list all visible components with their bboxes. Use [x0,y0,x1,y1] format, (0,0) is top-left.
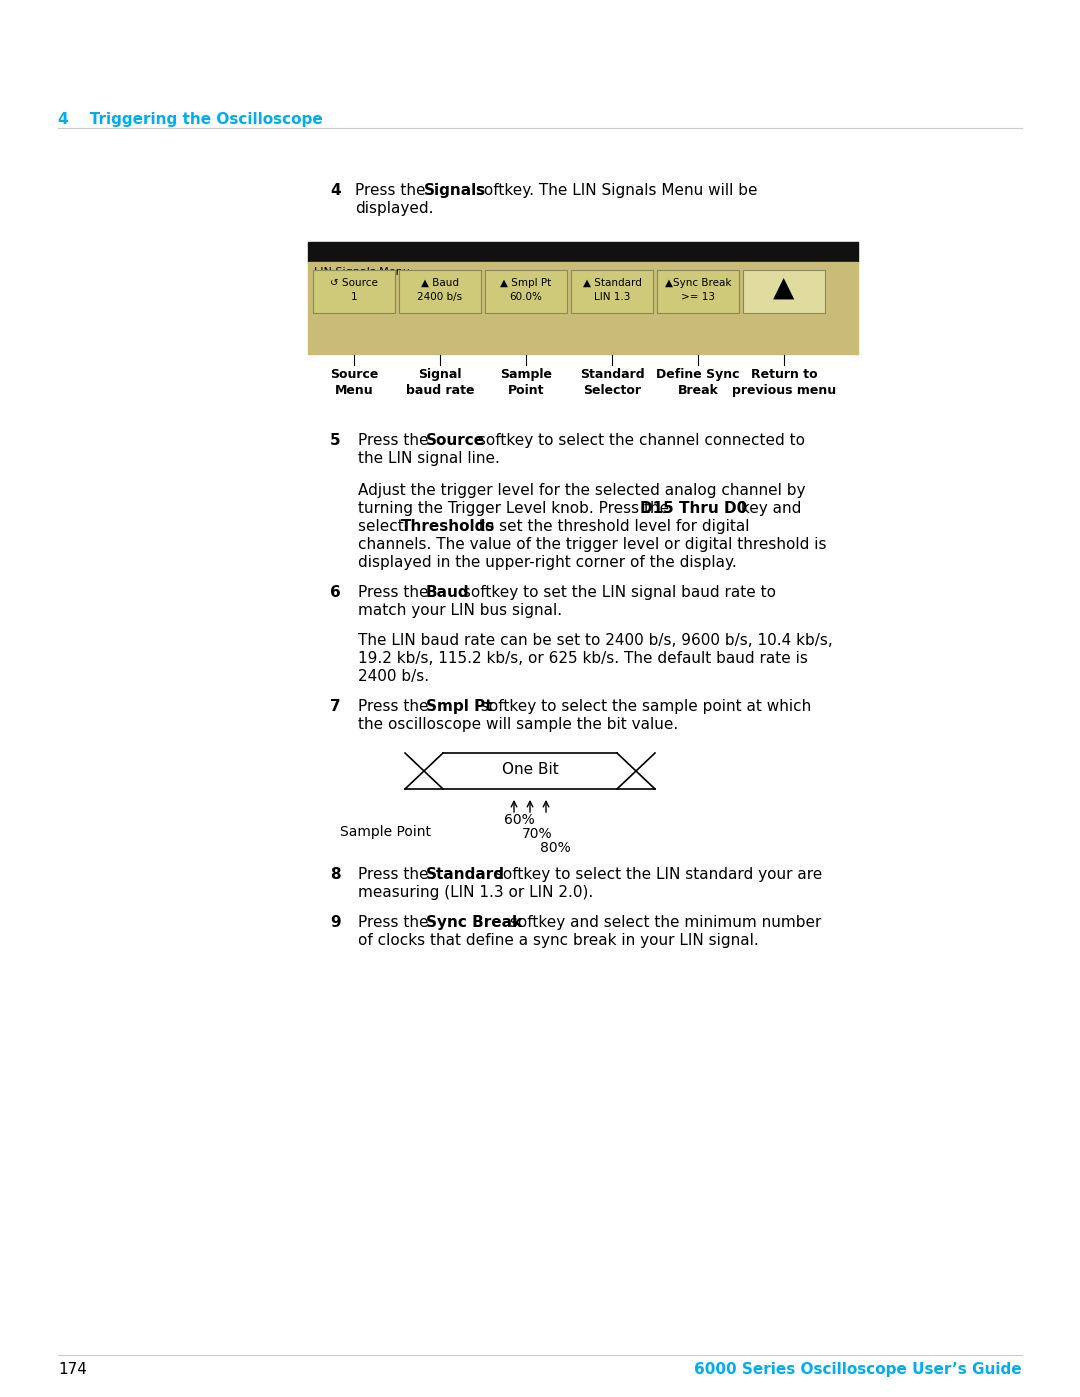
Text: 19.2 kb/s, 115.2 kb/s, or 625 kb/s. The default baud rate is: 19.2 kb/s, 115.2 kb/s, or 625 kb/s. The … [357,651,808,666]
Text: 5: 5 [330,433,340,448]
Text: 7: 7 [330,698,340,714]
Text: measuring (LIN 1.3 or LIN 2.0).: measuring (LIN 1.3 or LIN 2.0). [357,886,593,900]
Bar [657,270,739,313]
Text: >= 13: >= 13 [681,292,715,302]
Text: One Bit: One Bit [501,761,558,777]
Text: channels. The value of the trigger level or digital threshold is: channels. The value of the trigger level… [357,536,826,552]
Text: 9: 9 [330,915,340,930]
Text: to set the threshold level for digital: to set the threshold level for digital [474,520,750,534]
Text: ▲Sync Break: ▲Sync Break [665,278,731,288]
Bar [571,270,653,313]
Text: Press the: Press the [355,183,430,198]
Text: 4    Triggering the Oscilloscope: 4 Triggering the Oscilloscope [58,112,323,127]
Text: Press the: Press the [357,915,433,930]
Text: select: select [357,520,408,534]
Text: 80%: 80% [540,841,570,855]
Text: 8: 8 [330,868,340,882]
Text: LIN Signals Menu: LIN Signals Menu [314,267,410,277]
Text: 6: 6 [330,585,341,599]
Text: softkey. The LIN Signals Menu will be: softkey. The LIN Signals Menu will be [471,183,757,198]
Text: D15 Thru D0: D15 Thru D0 [640,502,747,515]
Text: Press the: Press the [357,585,433,599]
Text: 6000 Series Oscilloscope User’s Guide: 6000 Series Oscilloscope User’s Guide [694,1362,1022,1377]
Text: the oscilloscope will sample the bit value.: the oscilloscope will sample the bit val… [357,717,678,732]
Text: ▲ Smpl Pt: ▲ Smpl Pt [500,278,552,288]
Text: displayed.: displayed. [355,201,433,217]
Text: of clocks that define a sync break in your LIN signal.: of clocks that define a sync break in yo… [357,933,759,949]
Bar [399,270,481,313]
Text: Press the: Press the [357,433,433,448]
Text: Return to
previous menu: Return to previous menu [732,367,836,397]
Text: 174: 174 [58,1362,86,1377]
Text: Source
Menu: Source Menu [329,367,378,397]
Text: 2400 b/s: 2400 b/s [418,292,462,302]
Text: Signals: Signals [424,183,486,198]
Text: match your LIN bus signal.: match your LIN bus signal. [357,604,562,617]
Text: Sample Point: Sample Point [340,826,431,840]
Text: softkey and select the minimum number: softkey and select the minimum number [505,915,822,930]
Text: LIN 1.3: LIN 1.3 [594,292,631,302]
Text: ▲ Baud: ▲ Baud [421,278,459,288]
Text: Baud: Baud [426,585,470,599]
Text: Sample
Point: Sample Point [500,367,552,397]
Text: softkey to select the sample point at which: softkey to select the sample point at wh… [476,698,811,714]
Text: 60.0%: 60.0% [510,292,542,302]
Text: ▲: ▲ [773,274,795,302]
Bar [308,263,858,353]
Text: Sync Break: Sync Break [426,915,522,930]
Bar [308,242,858,263]
Text: Press the: Press the [357,698,433,714]
Text: displayed in the upper-right corner of the display.: displayed in the upper-right corner of t… [357,555,737,570]
Text: the LIN signal line.: the LIN signal line. [357,451,500,467]
Text: 70%: 70% [522,827,553,841]
Text: key and: key and [735,502,801,515]
Text: 60%: 60% [504,813,535,827]
Text: Standard: Standard [426,868,505,882]
Text: 1: 1 [351,292,357,302]
Text: softkey to select the LIN standard your are: softkey to select the LIN standard your … [490,868,822,882]
Text: turning the Trigger Level knob. Press the: turning the Trigger Level knob. Press th… [357,502,674,515]
Bar [743,270,825,313]
Text: softkey to set the LIN signal baud rate to: softkey to set the LIN signal baud rate … [458,585,777,599]
Bar [485,270,567,313]
Text: Press the: Press the [357,868,433,882]
Text: ▲ Standard: ▲ Standard [582,278,642,288]
Text: Source: Source [426,433,485,448]
Text: Smpl Pt: Smpl Pt [426,698,492,714]
Text: The LIN baud rate can be set to 2400 b/s, 9600 b/s, 10.4 kb/s,: The LIN baud rate can be set to 2400 b/s… [357,633,833,648]
Text: softkey to select the channel connected to: softkey to select the channel connected … [473,433,805,448]
Bar [313,270,395,313]
Text: 4: 4 [330,183,340,198]
Text: 2400 b/s.: 2400 b/s. [357,669,429,685]
Text: ↺ Source: ↺ Source [330,278,378,288]
Text: Define Sync
Break: Define Sync Break [657,367,740,397]
Text: Thresholds: Thresholds [401,520,496,534]
Text: Adjust the trigger level for the selected analog channel by: Adjust the trigger level for the selecte… [357,483,806,497]
Text: Signal
baud rate: Signal baud rate [406,367,474,397]
Text: Standard
Selector: Standard Selector [580,367,645,397]
